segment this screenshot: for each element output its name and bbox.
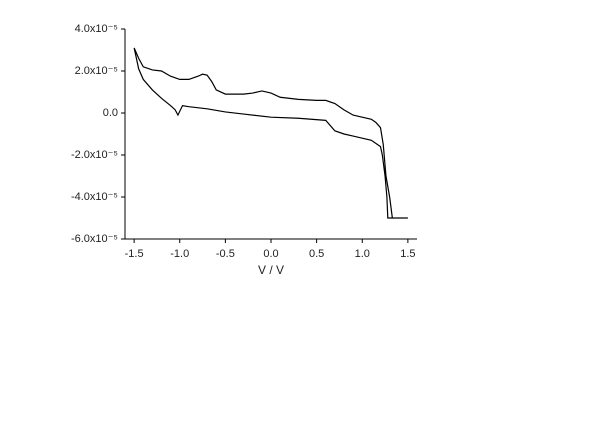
y-tick-label: -6.0x10⁻⁵ — [71, 233, 118, 245]
y-tick-label: 0.0 — [103, 107, 118, 119]
x-tick-label: 0.0 — [263, 248, 278, 260]
x-tick-label: -0.5 — [216, 248, 235, 260]
x-tick-label: -1.5 — [125, 248, 144, 260]
y-tick-label: -2.0x10⁻⁵ — [71, 149, 118, 161]
y-tick-label: 4.0x10⁻⁵ — [75, 23, 118, 35]
data-line — [133, 47, 408, 219]
x-tick-label: 1.0 — [355, 248, 370, 260]
y-tick-label: -4.0x10⁻⁵ — [71, 191, 118, 203]
x-tick-label: -1.0 — [170, 248, 189, 260]
x-axis-label: V / V — [258, 263, 284, 277]
y-tick-label: 2.0x10⁻⁵ — [75, 65, 118, 77]
x-tick-label: 1.5 — [400, 248, 415, 260]
x-tick-label: 0.5 — [309, 248, 324, 260]
